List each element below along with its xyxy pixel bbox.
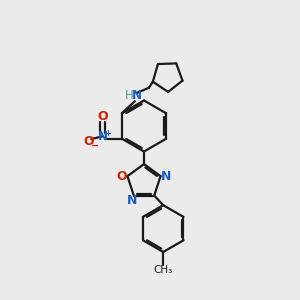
Text: N: N xyxy=(98,130,107,143)
Text: H: H xyxy=(124,89,133,102)
Text: +: + xyxy=(104,129,111,138)
Text: N: N xyxy=(132,89,142,102)
Text: N: N xyxy=(127,194,137,208)
Text: N: N xyxy=(161,169,171,183)
Text: O: O xyxy=(97,110,108,123)
Text: CH₃: CH₃ xyxy=(154,265,173,275)
Text: −: − xyxy=(91,141,99,151)
Text: O: O xyxy=(83,135,94,148)
Text: O: O xyxy=(116,169,127,183)
